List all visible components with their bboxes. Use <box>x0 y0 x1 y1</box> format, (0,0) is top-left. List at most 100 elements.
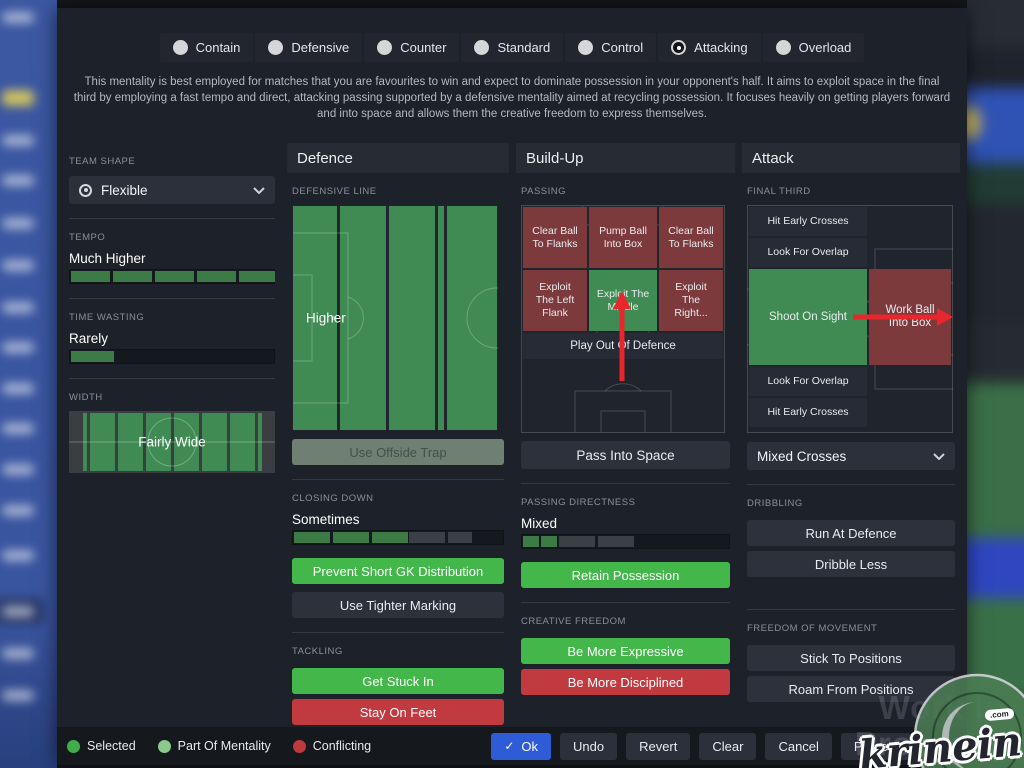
passing-directness-slider[interactable] <box>521 534 730 549</box>
option-work-ball-into-box[interactable]: Work Ball Into Box <box>869 269 951 365</box>
option-clear-ball-right[interactable]: Clear Ball To Flanks <box>659 207 723 268</box>
tempo-slider-fill <box>71 271 275 282</box>
attack-header: Attack <box>742 143 960 173</box>
tactics-columns: TEAM SHAPE Flexible TEMPO Much Higher TI… <box>64 135 960 727</box>
option-hit-early-crosses-top[interactable]: Hit Early Crosses <box>749 207 867 236</box>
tempo-value: Much Higher <box>69 251 146 266</box>
option-look-for-overlap-top[interactable]: Look For Overlap <box>749 238 867 267</box>
check-icon: ✓ <box>504 739 515 753</box>
radio-icon <box>377 40 393 55</box>
passing-directness-fill <box>523 536 561 547</box>
team-shape-icon <box>79 183 92 197</box>
radio-icon <box>578 40 594 55</box>
option-exploit-right-flank[interactable]: Exploit The Right... <box>659 270 723 331</box>
run-at-defence-button[interactable]: Run At Defence <box>747 520 955 546</box>
divider <box>292 632 504 633</box>
radio-icon <box>268 40 284 55</box>
freedom-of-movement-label: FREEDOM OF MOVEMENT <box>747 623 878 634</box>
divider <box>292 479 504 480</box>
clear-button[interactable]: Clear <box>699 732 757 760</box>
use-tighter-marking-button[interactable]: Use Tighter Marking <box>292 592 504 618</box>
chevron-down-icon <box>253 186 265 194</box>
final-third-label: FINAL THIRD <box>747 186 811 197</box>
footer-buttons: ✓ Ok Undo Revert Clear Cancel Presets <box>491 732 955 760</box>
passing-focus-control: Clear Ball To Flanks Pump Ball Into Box … <box>521 205 730 433</box>
selected-dot-icon <box>67 739 80 753</box>
time-wasting-slider[interactable] <box>69 349 275 364</box>
tab-counter[interactable]: Counter <box>364 33 460 62</box>
tab-defensive[interactable]: Defensive <box>255 33 363 62</box>
presets-button[interactable]: Presets <box>840 732 911 760</box>
status-legend: Selected Part Of Mentality Conflicting <box>67 739 371 753</box>
closing-down-slider[interactable] <box>292 530 504 545</box>
tackling-label: TACKLING <box>292 646 343 657</box>
defence-header: Defence <box>287 143 509 173</box>
radio-icon <box>172 40 188 55</box>
stay-on-feet-button[interactable]: Stay On Feet <box>292 699 504 725</box>
creative-freedom-label: CREATIVE FREEDOM <box>521 616 626 627</box>
width-pitch <box>69 411 275 473</box>
option-look-for-overlap-bottom[interactable]: Look For Overlap <box>749 367 867 396</box>
be-more-expressive-button[interactable]: Be More Expressive <box>521 638 730 664</box>
mentality-dot-icon <box>157 739 171 753</box>
defence-column: Defence DEFENSIVE LINE <box>287 135 528 727</box>
defensive-line-label: DEFENSIVE LINE <box>292 186 377 197</box>
divider <box>69 378 275 379</box>
legend-conflicting: Conflicting <box>292 739 371 753</box>
chevron-down-icon <box>933 452 945 460</box>
background-logo <box>2 90 34 106</box>
tempo-label: TEMPO <box>69 232 106 243</box>
retain-possession-button[interactable]: Retain Possession <box>521 562 730 588</box>
tempo-slider[interactable] <box>69 269 275 284</box>
divider <box>747 609 955 610</box>
option-hit-early-crosses-bottom[interactable]: Hit Early Crosses <box>749 398 867 427</box>
undo-button[interactable]: Undo <box>560 732 618 760</box>
legend-selected: Selected <box>67 739 136 753</box>
option-exploit-middle[interactable]: Exploit The Middle <box>589 270 657 331</box>
passing-label: PASSING <box>521 186 567 197</box>
time-wasting-slider-fill <box>71 351 114 362</box>
background-content <box>967 0 1024 768</box>
divider <box>69 298 275 299</box>
pass-into-space-button[interactable]: Pass Into Space <box>521 441 730 469</box>
width-label: WIDTH <box>69 392 103 403</box>
option-shoot-on-sight[interactable]: Shoot On Sight <box>749 269 867 365</box>
passing-directness-value: Mixed <box>521 516 558 531</box>
crosses-value: Mixed Crosses <box>757 448 847 464</box>
background-sidebar <box>0 0 57 768</box>
closing-down-value: Sometimes <box>292 512 360 527</box>
get-stuck-in-button[interactable]: Get Stuck In <box>292 668 504 694</box>
option-play-out-of-defence[interactable]: Play Out Of Defence <box>523 333 723 359</box>
crosses-dropdown[interactable]: Mixed Crosses <box>747 442 955 470</box>
dribble-less-button[interactable]: Dribble Less <box>747 551 955 577</box>
use-offside-trap-button[interactable]: Use Offside Trap <box>292 439 504 465</box>
tab-control[interactable]: Control <box>565 33 657 62</box>
closing-down-slider-fill <box>294 532 410 543</box>
cancel-button[interactable]: Cancel <box>765 732 832 760</box>
option-clear-ball-left[interactable]: Clear Ball To Flanks <box>523 207 587 268</box>
closing-down-label: CLOSING DOWN <box>292 493 374 504</box>
time-wasting-label: TIME WASTING <box>69 312 145 323</box>
tab-standard[interactable]: Standard <box>461 33 564 62</box>
option-pump-ball-into-box[interactable]: Pump Ball Into Box <box>589 207 657 268</box>
stick-to-positions-button[interactable]: Stick To Positions <box>747 645 955 671</box>
tab-attacking[interactable]: Attacking <box>658 33 761 62</box>
mentality-description: This mentality is best employed for matc… <box>73 76 951 120</box>
width-pitch-control[interactable]: Fairly Wide <box>69 411 275 473</box>
tab-overload[interactable]: Overload <box>762 33 865 62</box>
passing-directness-range <box>559 536 636 547</box>
defensive-line-control[interactable]: Higher <box>292 205 528 431</box>
prevent-short-gk-button[interactable]: Prevent Short GK Distribution <box>292 558 504 584</box>
divider <box>521 483 730 484</box>
ok-button[interactable]: ✓ Ok <box>491 732 551 760</box>
mentality-tabs: Contain Defensive Counter Standard Contr… <box>57 33 967 62</box>
be-more-disciplined-button[interactable]: Be More Disciplined <box>521 669 730 695</box>
team-shape-dropdown[interactable]: Flexible <box>69 176 275 204</box>
team-shape-value: Flexible <box>101 182 148 198</box>
option-exploit-left-flank[interactable]: Exploit The Left Flank <box>523 270 587 331</box>
roam-from-positions-button[interactable]: Roam From Positions <box>747 676 955 702</box>
tab-contain[interactable]: Contain <box>159 33 254 62</box>
background-sidebar-items <box>0 0 57 768</box>
revert-button[interactable]: Revert <box>626 732 691 760</box>
